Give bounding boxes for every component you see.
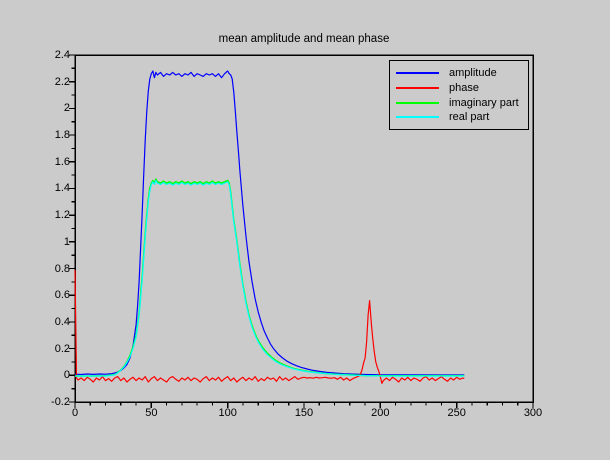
legend-item-real-part: real part bbox=[390, 110, 528, 125]
y-tick-label: 1.2 bbox=[54, 209, 70, 222]
y-tick-label: 1.6 bbox=[54, 155, 70, 168]
x-tick-label: 50 bbox=[145, 407, 158, 419]
x-tick-label: 0 bbox=[71, 407, 79, 419]
y-tick-label: 0.2 bbox=[54, 342, 70, 355]
x-tick-label: 150 bbox=[294, 407, 314, 419]
curve-amplitude bbox=[74, 70, 465, 376]
legend-item-phase: phase bbox=[390, 81, 528, 96]
legend-label: amplitude bbox=[449, 67, 497, 80]
chart-title: mean amplitude and mean phase bbox=[218, 33, 390, 45]
legend-line-sample bbox=[396, 72, 439, 75]
legend-label: real part bbox=[449, 111, 490, 124]
curve-real-part bbox=[75, 179, 465, 377]
x-tick-label: 300 bbox=[523, 407, 543, 419]
legend-item-imaginary-part: imaginary part bbox=[390, 95, 528, 110]
legend-label: imaginary part bbox=[449, 96, 519, 109]
x-tick-label: 100 bbox=[218, 407, 237, 419]
x-tick-label: 200 bbox=[371, 407, 390, 419]
y-tick-label: 2.4 bbox=[54, 49, 70, 61]
y-tick-label: 2 bbox=[63, 102, 70, 115]
y-tick-label: 0.4 bbox=[54, 315, 70, 328]
legend: amplitude phase imaginary part real part bbox=[389, 60, 529, 130]
legend-line-sample bbox=[396, 116, 439, 119]
y-tick-label: 1 bbox=[63, 235, 70, 248]
curve-phase bbox=[74, 269, 465, 384]
x-tick-label: 250 bbox=[447, 407, 466, 419]
y-tick-label: 1.4 bbox=[54, 182, 70, 195]
y-tick-label: 0.6 bbox=[54, 289, 70, 302]
y-tick-label: 1.8 bbox=[54, 129, 70, 142]
legend-label: phase bbox=[449, 82, 479, 95]
legend-line-sample bbox=[396, 87, 439, 90]
y-tick-label: -0.2 bbox=[51, 396, 70, 408]
y-tick-label: 0 bbox=[63, 369, 70, 382]
legend-item-amplitude: amplitude bbox=[390, 66, 528, 81]
y-tick-label: 0.8 bbox=[54, 262, 70, 275]
legend-line-sample bbox=[396, 101, 439, 104]
y-tick-label: 2.2 bbox=[54, 75, 70, 88]
